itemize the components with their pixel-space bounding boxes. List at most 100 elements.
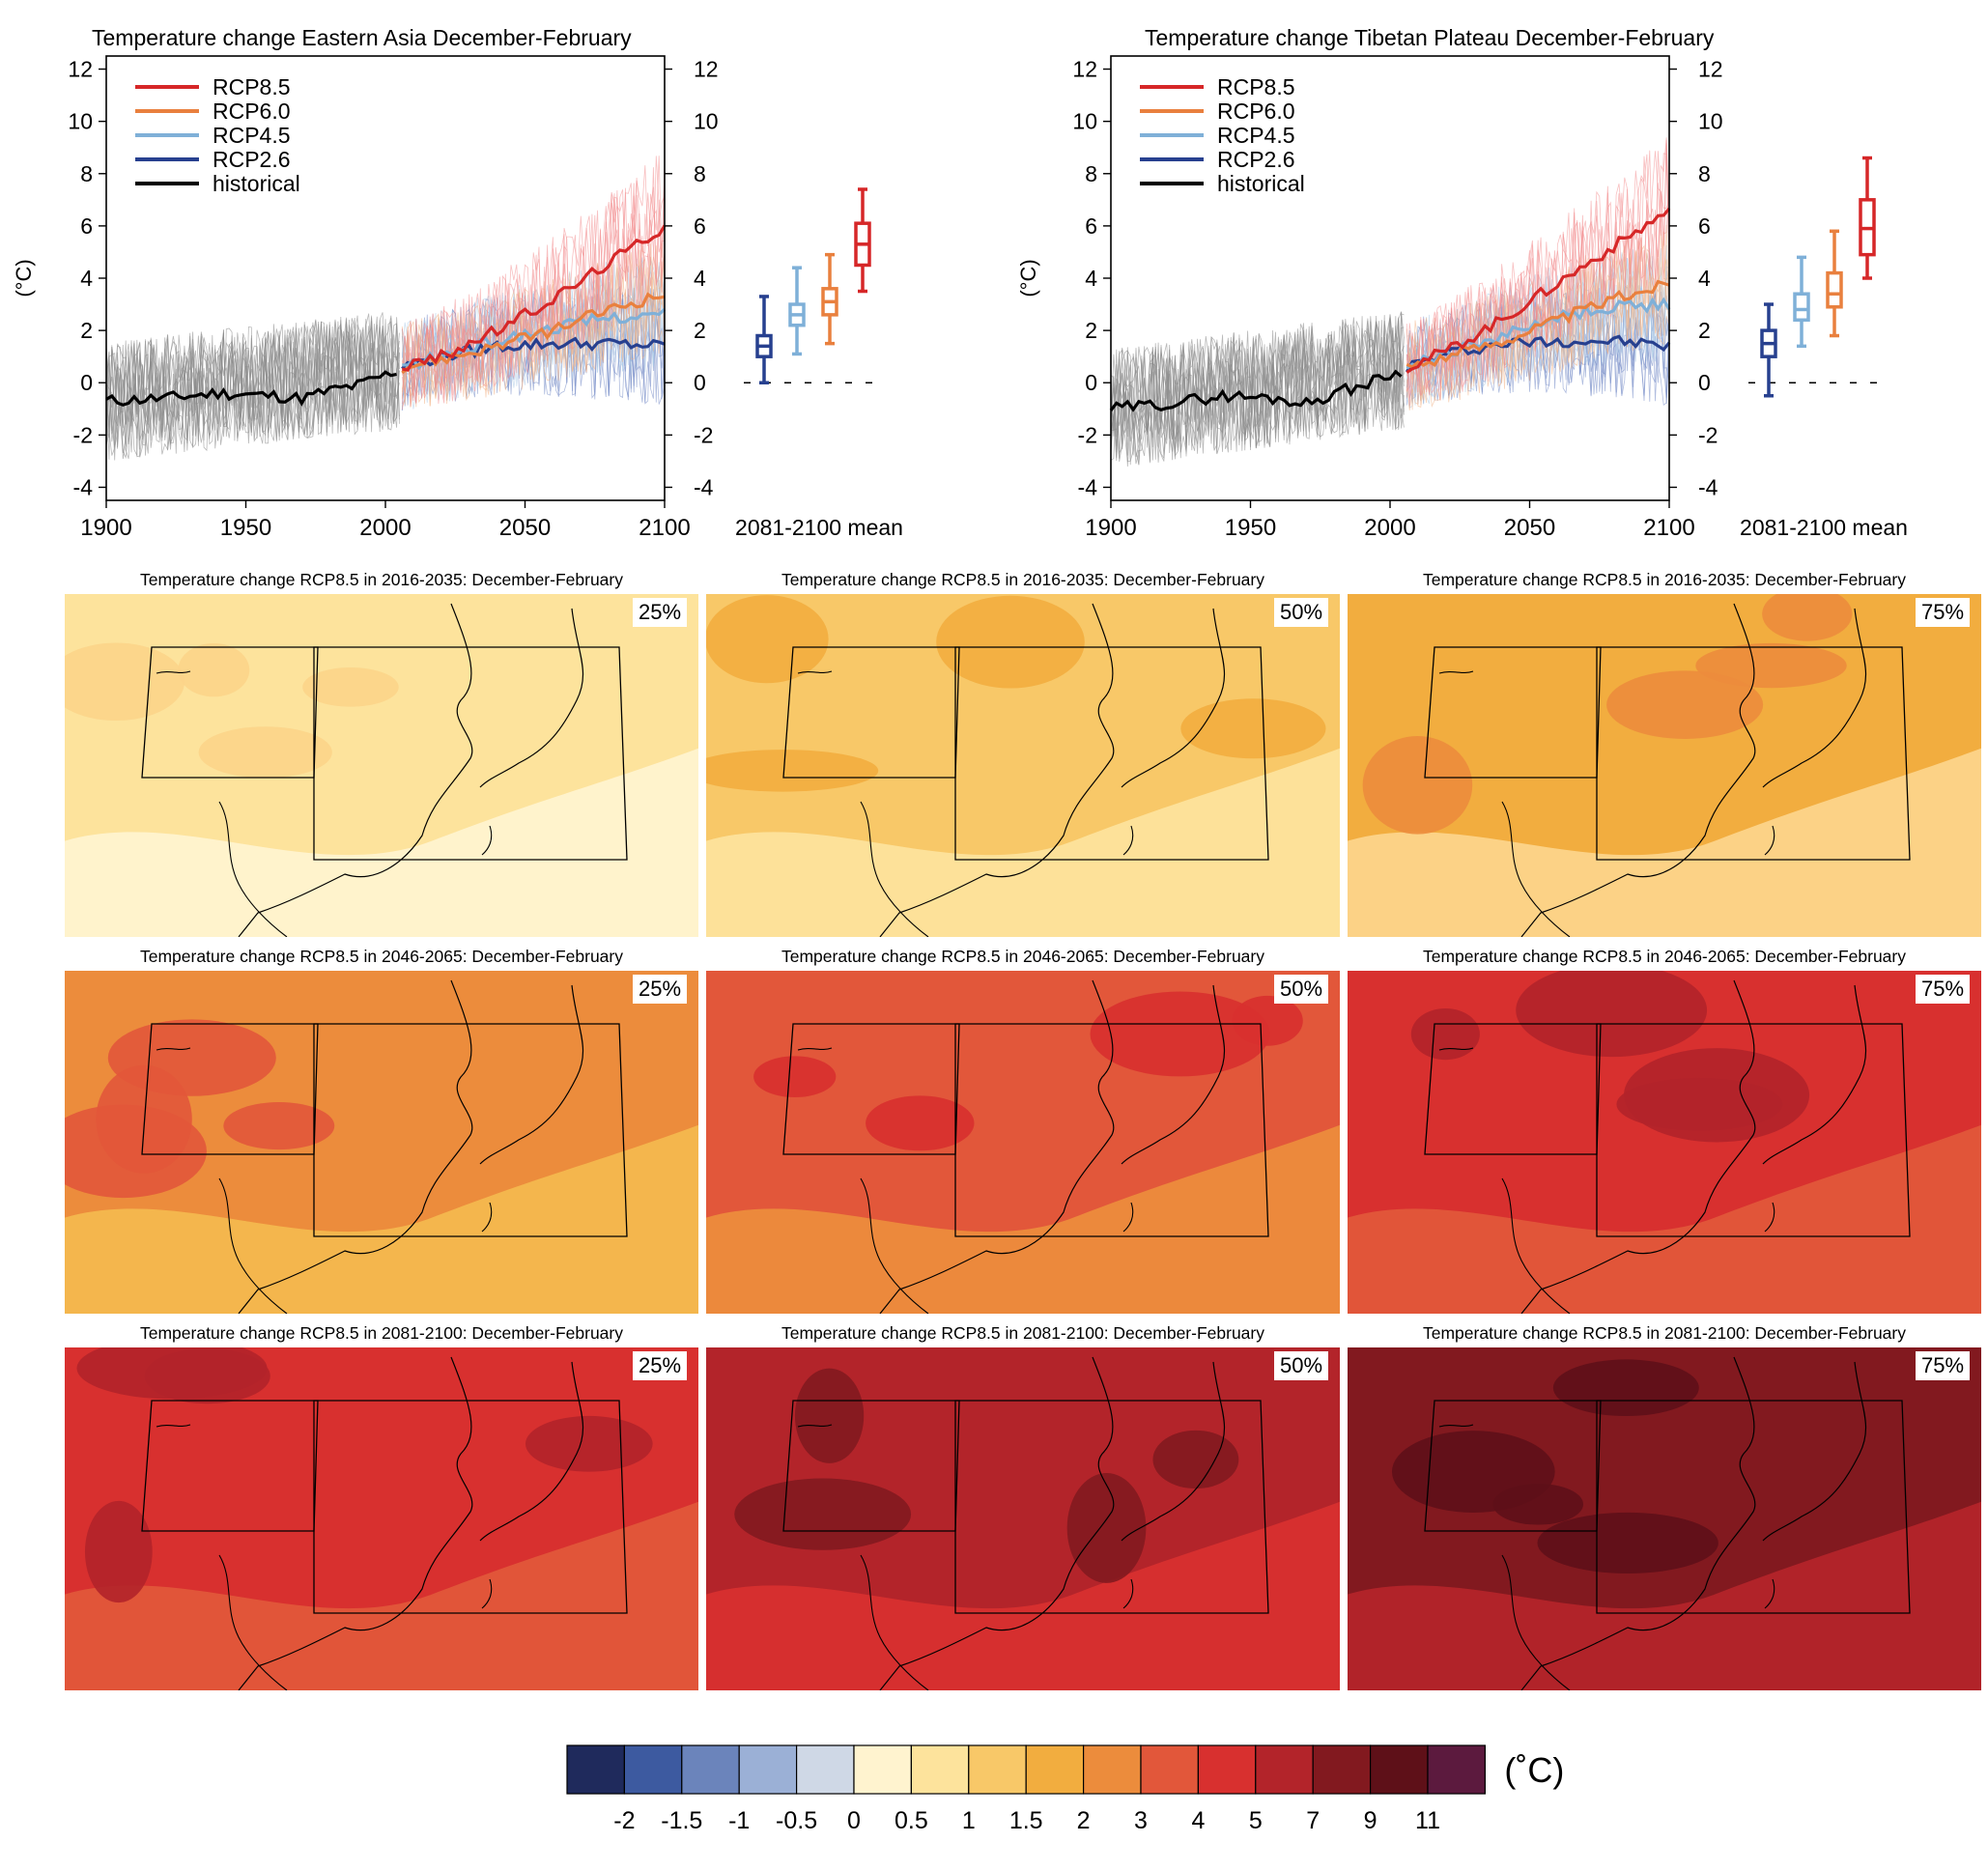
lake bbox=[797, 1424, 833, 1428]
y-tick-label-right: 2 bbox=[1698, 318, 1711, 343]
map-panel bbox=[65, 971, 698, 1314]
map-region bbox=[76, 1347, 268, 1400]
y-tick-label-right: 4 bbox=[694, 266, 706, 291]
mean-line-historical bbox=[105, 370, 397, 407]
coastline-taiwan bbox=[1122, 1578, 1134, 1609]
y-tick-label-right: 4 bbox=[1698, 266, 1711, 291]
y-tick-label-right: 10 bbox=[694, 109, 719, 134]
map-percentile-label: 25% bbox=[633, 1351, 688, 1380]
colorbar-segment bbox=[1255, 1744, 1314, 1795]
lake bbox=[156, 1424, 191, 1428]
mean-line-historical bbox=[1109, 369, 1403, 412]
y-tick-label: -2 bbox=[1078, 422, 1097, 447]
map-panel bbox=[1348, 594, 1981, 937]
map-percentile-label: 25% bbox=[633, 975, 688, 1004]
y-axis-label: (°C) bbox=[12, 259, 36, 297]
map-region bbox=[178, 642, 250, 697]
map-title: Temperature change RCP8.5 in 2046-2065: … bbox=[1423, 947, 1906, 966]
colorbar-segment bbox=[1197, 1744, 1257, 1795]
map-region bbox=[866, 1095, 975, 1151]
y-tick-label-right: 6 bbox=[694, 213, 706, 239]
boxplot-rcp45 bbox=[1793, 255, 1810, 349]
map-panel bbox=[706, 1347, 1340, 1690]
map-region bbox=[1516, 971, 1708, 1058]
map-region bbox=[1391, 1431, 1555, 1513]
map-percentile-label: 50% bbox=[1274, 598, 1329, 627]
coastline-taiwan bbox=[1122, 1202, 1134, 1233]
map-region bbox=[1552, 1359, 1699, 1417]
coastline bbox=[1520, 603, 1756, 937]
map-region bbox=[1090, 991, 1270, 1077]
map-region bbox=[198, 726, 332, 779]
map-panel bbox=[706, 971, 1340, 1314]
x-tick-label: 2100 bbox=[639, 515, 690, 541]
colorbar-label: -1 bbox=[728, 1807, 750, 1834]
map-region bbox=[1695, 642, 1847, 689]
map-title: Temperature change RCP8.5 in 2046-2065: … bbox=[781, 947, 1264, 966]
y-tick-label-right: -2 bbox=[1698, 422, 1718, 447]
coastline-japan bbox=[1121, 1361, 1225, 1542]
map-region bbox=[1410, 1007, 1480, 1061]
x-tick-label: 2000 bbox=[359, 515, 411, 541]
map-region bbox=[525, 1415, 653, 1472]
map-panel bbox=[706, 594, 1340, 937]
coastline-taiwan bbox=[1122, 825, 1134, 856]
colorbar-label: 0 bbox=[847, 1807, 861, 1834]
boxplot-rcp26 bbox=[755, 295, 773, 384]
legend-label: historical bbox=[213, 171, 300, 196]
y-tick-label: 6 bbox=[80, 213, 93, 239]
map-title: Temperature change RCP8.5 in 2016-2035: … bbox=[1423, 570, 1906, 589]
ts-chart-eastern-asia: -4 -2 0 2 4 6 8 10 12 -4 -2 0 2 4 6 8 10 12 1900 1950 2000 20… bbox=[12, 55, 903, 541]
coastline-taiwan bbox=[481, 1578, 493, 1609]
coastline bbox=[238, 979, 473, 1314]
map-region bbox=[753, 1056, 837, 1098]
map-title: Temperature change RCP8.5 in 2081-2100: … bbox=[1423, 1323, 1906, 1343]
map-panel bbox=[1348, 1347, 1981, 1690]
coastline-indochina bbox=[218, 1554, 288, 1690]
boxplot-rcp26 bbox=[1760, 302, 1777, 398]
y-tick-label-right: -2 bbox=[694, 422, 713, 447]
mean-line-rcp85 bbox=[402, 224, 667, 372]
map-percentile-label: 50% bbox=[1274, 1351, 1329, 1380]
y-tick-label: 12 bbox=[68, 57, 93, 82]
colorbar-segment bbox=[1312, 1744, 1372, 1795]
y-axis-label: (°C) bbox=[1016, 259, 1040, 297]
ensemble-historical bbox=[1110, 311, 1405, 468]
lake bbox=[1438, 1424, 1474, 1428]
coastline bbox=[879, 979, 1115, 1314]
colorbar-segment bbox=[1025, 1744, 1085, 1795]
coastline-japan bbox=[1762, 1361, 1866, 1542]
coastline bbox=[879, 603, 1115, 937]
y-tick-label: 4 bbox=[80, 266, 93, 291]
coastline-japan bbox=[479, 984, 583, 1165]
boxplot-rcp85 bbox=[1859, 156, 1876, 280]
lake bbox=[1438, 1047, 1474, 1051]
coastline-indochina bbox=[1501, 801, 1571, 937]
map-region bbox=[1066, 1472, 1147, 1583]
boxplot-rcp85 bbox=[854, 187, 871, 294]
coastline-taiwan bbox=[1764, 1202, 1775, 1233]
boxplot-label: 2081-2100 mean bbox=[1740, 515, 1908, 540]
map-region bbox=[706, 750, 879, 792]
coastline-taiwan bbox=[1764, 825, 1775, 856]
colorbar-segment bbox=[738, 1744, 798, 1795]
legend-label: RCP6.0 bbox=[1217, 99, 1295, 124]
colorbar-label: 2 bbox=[1077, 1807, 1091, 1834]
legend-label: RCP2.6 bbox=[1217, 147, 1295, 172]
coastline-indochina bbox=[1501, 1177, 1571, 1314]
lake bbox=[156, 1047, 191, 1051]
colorbar-label: -0.5 bbox=[776, 1807, 817, 1834]
colorbar-unit: (˚C) bbox=[1504, 1750, 1564, 1790]
y-tick-label-right: 8 bbox=[1698, 161, 1711, 186]
eastern-asia-box bbox=[954, 1023, 1269, 1237]
y-tick-label: -4 bbox=[1078, 474, 1098, 499]
map-percentile-label: 75% bbox=[1916, 975, 1971, 1004]
coastline-taiwan bbox=[1764, 1578, 1775, 1609]
colorbar-label: 4 bbox=[1191, 1807, 1205, 1834]
x-tick-label: 2050 bbox=[499, 515, 551, 541]
map-percentile-label: 75% bbox=[1916, 1351, 1971, 1380]
map-region bbox=[65, 748, 698, 937]
colorbar: -2 -1.5 -1 -0.5 0 0.5 1 1.5 2 3 4 5 7 9 11 (˚C) bbox=[566, 1744, 1564, 1834]
colorbar-segment bbox=[1369, 1744, 1429, 1795]
mean-line-rcp60 bbox=[401, 292, 666, 375]
